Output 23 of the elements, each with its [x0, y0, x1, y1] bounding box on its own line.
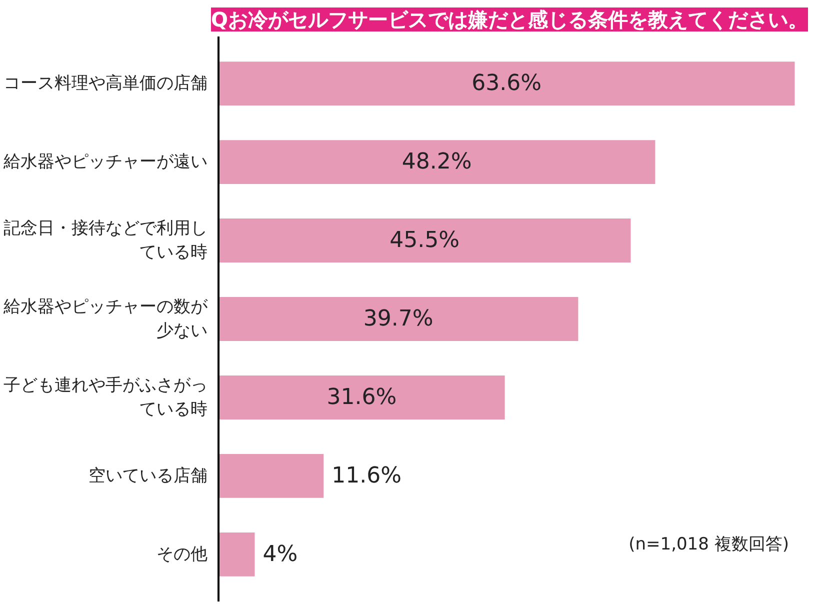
data-label: 48.2%: [402, 150, 472, 175]
bar: [218, 376, 505, 420]
bar: [218, 532, 255, 576]
bar: [218, 140, 656, 184]
bar: [218, 297, 578, 341]
y-tick-label: 記念日・接待などで利用している時: [4, 218, 208, 263]
data-label: 11.6%: [332, 463, 402, 488]
chart-title: Qお冷がセルフサービスでは嫌だと感じる条件を教えてください。: [211, 8, 808, 32]
data-label: 45.5%: [390, 228, 460, 254]
data-label: 63.6%: [472, 71, 542, 96]
bar: [218, 218, 631, 262]
bar: [218, 62, 795, 106]
y-tick-label: 空いている店舗: [88, 466, 208, 486]
y-tick-label: 給水器やピッチャーが遠い: [2, 152, 208, 172]
bar: [218, 454, 324, 498]
data-label: 31.6%: [326, 384, 397, 410]
y-tick-label: コース料理や高単価の店舗: [4, 74, 208, 94]
y-tick-label: その他: [156, 544, 208, 564]
annotation: (n=1,018 複数回答): [628, 534, 789, 554]
y-tick-label: 子ども連れや手がふさがっている時: [4, 375, 208, 420]
y-tick-label: 給水器やピッチャーの数が少ない: [2, 297, 208, 341]
data-label: 39.7%: [363, 306, 434, 332]
data-label: 4%: [262, 542, 298, 567]
